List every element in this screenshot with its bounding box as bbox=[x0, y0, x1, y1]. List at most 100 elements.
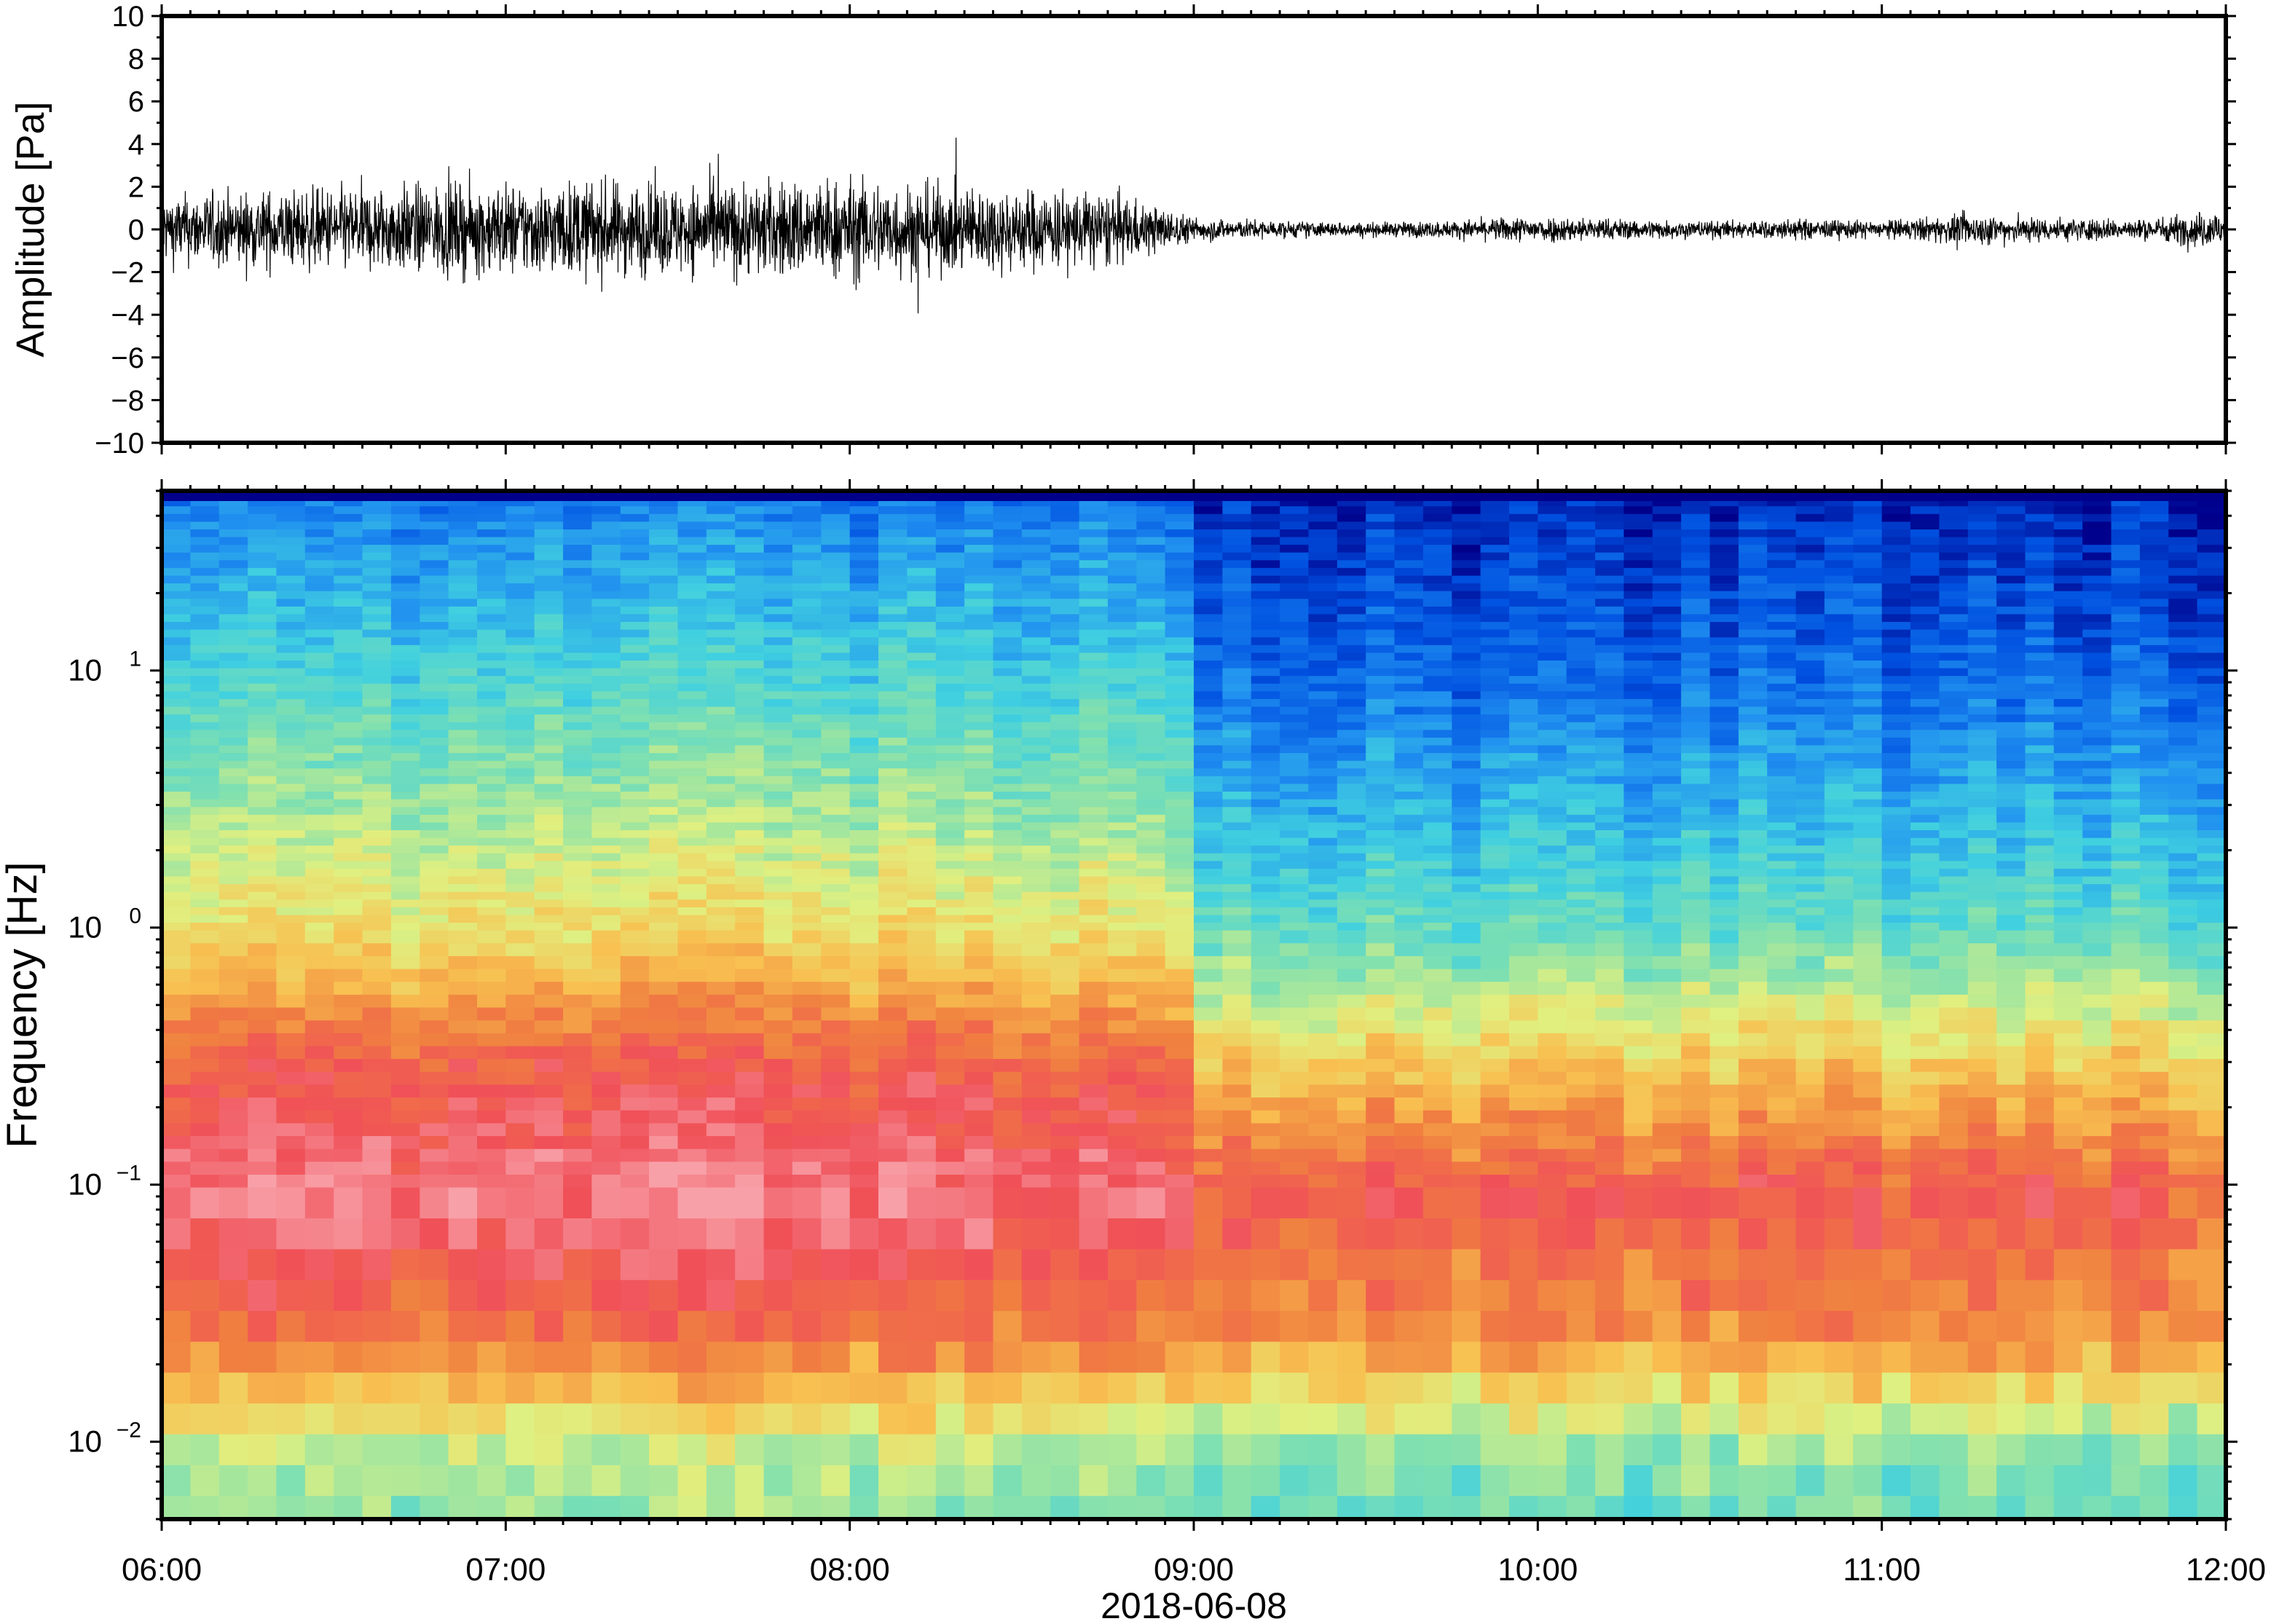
spectrogram-cell bbox=[162, 982, 192, 996]
spectrogram-cell bbox=[534, 1033, 564, 1047]
spectrogram-cell bbox=[1681, 799, 1711, 808]
spectrogram-cell bbox=[334, 737, 363, 746]
spectrogram-cell bbox=[190, 1123, 220, 1137]
spectrogram-cell bbox=[304, 943, 334, 957]
spectrogram-cell bbox=[1366, 943, 1396, 957]
spectrogram-cell bbox=[334, 930, 363, 944]
spectrogram-cell bbox=[1595, 583, 1625, 592]
spectrogram-cell bbox=[1394, 845, 1424, 854]
spectrogram-cell bbox=[477, 807, 507, 816]
spectrogram-cell bbox=[1366, 853, 1396, 862]
spectrogram-cell bbox=[1337, 930, 1366, 944]
spectrogram-cell bbox=[1623, 768, 1653, 777]
spectrogram-cell bbox=[1079, 614, 1109, 623]
spectrogram-cell bbox=[706, 876, 736, 885]
spectrogram-cell bbox=[248, 753, 278, 762]
spectrogram-cell bbox=[649, 599, 679, 607]
spectrogram-cell bbox=[935, 1020, 965, 1034]
spectrogram-cell bbox=[677, 982, 707, 996]
spectrogram-cell bbox=[448, 1465, 478, 1497]
spectrogram-cell bbox=[534, 1046, 564, 1060]
spectrogram-cell bbox=[304, 923, 334, 931]
spectrogram-cell bbox=[1452, 706, 1481, 715]
spectrogram-cell bbox=[1194, 1007, 1224, 1021]
waveform-y-tick-label: −6 bbox=[111, 342, 144, 374]
spectrogram-cell bbox=[1165, 1496, 1194, 1519]
spectrogram-cell bbox=[1194, 1280, 1224, 1312]
spectrogram-cell bbox=[1480, 994, 1510, 1009]
spectrogram-cell bbox=[591, 653, 621, 661]
spectrogram-cell bbox=[792, 822, 822, 831]
spectrogram-cell bbox=[1251, 915, 1280, 923]
spectrogram-cell bbox=[390, 1218, 421, 1250]
spectrogram-cell bbox=[1079, 792, 1109, 800]
spectrogram-cell bbox=[1452, 930, 1481, 944]
spectrogram-cell bbox=[649, 955, 679, 970]
spectrogram-cell bbox=[1509, 1403, 1539, 1435]
spectrogram-cell bbox=[1222, 691, 1252, 700]
spectrogram-cell bbox=[591, 614, 621, 623]
spectrogram-cell bbox=[591, 645, 621, 654]
spectrogram-cell bbox=[1107, 768, 1138, 777]
spectrogram-cell bbox=[1165, 1434, 1194, 1466]
spectrogram-cell bbox=[1480, 1097, 1510, 1111]
spectrogram-cell bbox=[505, 552, 535, 561]
spectrogram-cell bbox=[1280, 537, 1310, 545]
spectrogram-cell bbox=[1595, 1123, 1625, 1137]
spectrogram-cell bbox=[162, 1341, 192, 1373]
spectrogram-cell bbox=[390, 1136, 421, 1150]
spectrogram-cell bbox=[420, 722, 449, 731]
spectrogram-cell bbox=[248, 498, 278, 507]
spectrogram-cell bbox=[276, 645, 306, 654]
spectrogram-cell bbox=[248, 591, 278, 600]
spectrogram-cell bbox=[248, 830, 278, 839]
spectrogram-cell bbox=[505, 691, 535, 700]
spectrogram-cell bbox=[1566, 1162, 1596, 1175]
spectrogram-cell bbox=[935, 513, 965, 523]
spectrogram-cell bbox=[1337, 1020, 1366, 1034]
spectrogram-cell bbox=[1566, 884, 1596, 893]
spectrogram-cell bbox=[1079, 807, 1109, 816]
spectrogram-cell bbox=[1566, 722, 1596, 731]
spectrogram-cell bbox=[420, 923, 449, 931]
spectrogram-cell bbox=[390, 1403, 421, 1435]
spectrogram-cell bbox=[935, 891, 965, 901]
spectrogram-cell bbox=[1623, 1311, 1653, 1343]
spectrogram-cell bbox=[1623, 683, 1653, 693]
spectrogram-cell bbox=[219, 513, 248, 523]
spectrogram-cell bbox=[1623, 629, 1653, 638]
spectrogram-cell bbox=[1566, 1496, 1596, 1519]
spectrogram-cell bbox=[162, 1136, 192, 1150]
spectrogram-cell bbox=[763, 930, 793, 944]
spectrogram-cell bbox=[849, 599, 879, 607]
spectrogram-cell bbox=[1251, 1148, 1280, 1163]
spectrogram-cell bbox=[1251, 552, 1280, 561]
spectrogram-cell bbox=[1652, 1007, 1682, 1021]
spectrogram-cell bbox=[276, 1175, 306, 1189]
spectrogram-cell bbox=[1595, 1033, 1625, 1047]
spectrogram-cell bbox=[248, 915, 278, 923]
spectrogram-cell bbox=[1222, 745, 1252, 754]
spectrogram-cell bbox=[1021, 1071, 1051, 1086]
spectrogram-cell bbox=[1652, 1311, 1682, 1343]
spectrogram-cell bbox=[276, 776, 306, 785]
spectrogram-cell bbox=[162, 706, 192, 715]
spectrogram-cell bbox=[1595, 645, 1625, 654]
spectrogram-cell bbox=[821, 745, 851, 754]
spectrogram-cell bbox=[763, 737, 793, 746]
spectrogram-cell bbox=[334, 1434, 363, 1466]
spectrogram-cell bbox=[1623, 799, 1653, 808]
spectrogram-cell bbox=[735, 807, 765, 816]
spectrogram-cell bbox=[1194, 599, 1224, 607]
spectrogram-cell bbox=[477, 1148, 507, 1163]
spectrogram-cell bbox=[878, 1084, 908, 1098]
spectrogram-cell bbox=[849, 861, 879, 870]
spectrogram-cell bbox=[219, 982, 248, 996]
spectrogram-cell bbox=[1452, 1110, 1481, 1124]
spectrogram-cell bbox=[735, 853, 765, 862]
spectrogram-cell bbox=[1251, 760, 1280, 770]
spectrogram-cell bbox=[1509, 730, 1539, 738]
spectrogram-cell bbox=[420, 792, 449, 800]
spectrogram-cell bbox=[878, 745, 908, 754]
spectrogram-cell bbox=[1337, 915, 1366, 923]
